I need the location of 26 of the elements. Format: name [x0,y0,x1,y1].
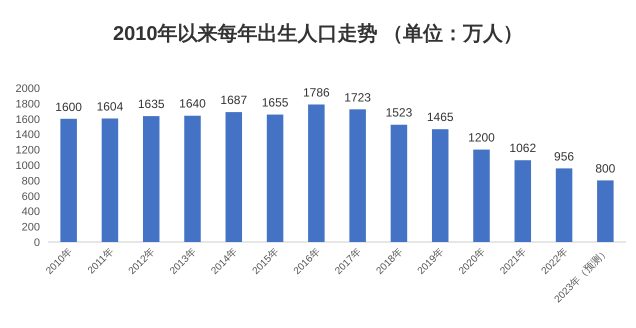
data-label: 1640 [179,96,206,111]
y-tick-label: 400 [22,206,40,218]
data-label: 1635 [138,97,165,112]
y-tick-label: 200 [22,222,40,234]
data-label: 1786 [303,85,330,100]
y-tick-label: 800 [22,175,40,188]
y-tick-label: 2000 [16,83,40,95]
data-label: 1604 [96,99,124,114]
title: 2010年以来每年出生人口走势 （单位：万人） [112,23,524,45]
y-tick-label: 1800 [16,98,40,110]
y-tick-label: 1000 [16,160,40,172]
data-label: 1723 [344,90,372,104]
data-label: 1062 [509,141,536,156]
data-label: 1523 [386,106,413,120]
y-tick-label: 1600 [16,114,40,126]
data-label: 1655 [262,96,289,110]
y-tick-label: 600 [22,190,40,203]
data-label: 1200 [468,130,496,145]
y-tick-label: 1400 [16,129,40,142]
data-label: 956 [554,149,574,164]
data-label: 1465 [426,110,454,124]
y-tick-label: 0 [34,237,40,249]
data-label: 1687 [220,93,248,108]
data-label: 1600 [55,100,82,114]
y-tick-label: 1200 [16,144,40,157]
data-label: 800 [595,161,616,176]
